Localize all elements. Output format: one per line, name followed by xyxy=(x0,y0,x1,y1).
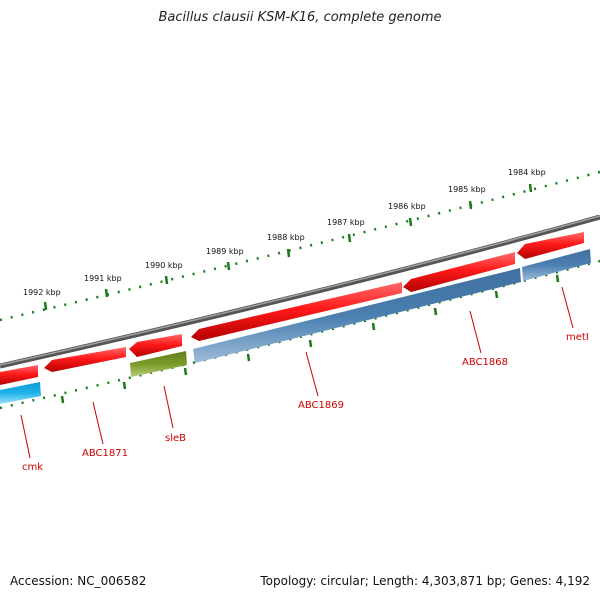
inner-tick xyxy=(494,290,499,299)
leader-line-abc1868 xyxy=(469,310,482,354)
tick-label: 1985 kbp xyxy=(448,185,486,194)
gene-arrow-abc1871[interactable] xyxy=(44,347,126,372)
tick-label: 1988 kbp xyxy=(267,233,305,242)
genome-backbone-highlight xyxy=(0,215,600,366)
gene-arrows xyxy=(0,232,584,385)
outer-tick xyxy=(43,301,48,311)
tick-label: 1992 kbp xyxy=(23,288,61,297)
cds-block-meti[interactable] xyxy=(522,249,591,281)
tick-label: 1986 kbp xyxy=(388,202,426,211)
tick-label: 1984 kbp xyxy=(508,168,546,177)
gene-arrow-abc1869[interactable] xyxy=(191,282,402,341)
gene-label-sleb: sleB xyxy=(165,433,186,444)
accession-label: Accession: NC_006582 xyxy=(10,574,147,588)
leader-line-abc1869 xyxy=(305,351,319,397)
outer-ruler-line xyxy=(0,170,600,322)
gene-arrow-cmk[interactable] xyxy=(0,365,38,385)
topology-label: Topology: circular; Length: 4,303,871 bp… xyxy=(260,574,590,588)
gene-arrow-abc1868[interactable] xyxy=(403,252,515,292)
cds-block-sleb[interactable] xyxy=(130,351,187,377)
outer-tick xyxy=(286,248,291,258)
leader-lines xyxy=(20,286,574,459)
leader-line-abc1871 xyxy=(92,401,104,445)
gene-arrow-sleb[interactable] xyxy=(129,334,182,357)
inner-tick xyxy=(308,339,313,348)
tick-label: 1989 kbp xyxy=(206,247,244,256)
inner-tick xyxy=(433,307,438,316)
leader-line-sleb xyxy=(163,385,174,429)
gene-arrow-meti[interactable] xyxy=(517,232,584,259)
inner-tick xyxy=(122,381,127,390)
outer-tick xyxy=(164,275,169,285)
tick-labels: 1992 kbp 1991 kbp 1990 kbp 1989 kbp 1988… xyxy=(23,168,546,297)
gene-label-meti: metI xyxy=(566,332,589,343)
genome-backbone xyxy=(0,214,600,369)
cds-blocks xyxy=(0,249,591,404)
tick-label: 1990 kbp xyxy=(145,261,183,270)
inner-tick xyxy=(183,367,188,376)
inner-tick xyxy=(371,322,376,331)
leader-line-cmk xyxy=(20,414,31,459)
outer-tick xyxy=(528,183,533,193)
inner-tick xyxy=(246,353,251,362)
leader-line-meti xyxy=(561,286,574,329)
gene-labels: cmk ABC1871 sleB ABC1869 ABC1868 metI xyxy=(22,332,589,473)
gene-label-abc1871: ABC1871 xyxy=(82,448,128,459)
outer-tick xyxy=(468,200,473,210)
gene-label-abc1869: ABC1869 xyxy=(298,400,344,411)
tick-label: 1991 kbp xyxy=(84,274,122,283)
map-title: Bacillus clausii KSM-K16, complete genom… xyxy=(158,10,442,25)
inner-tick xyxy=(555,274,560,283)
outer-tick xyxy=(104,288,109,298)
inner-tick xyxy=(60,395,65,404)
outer-tick xyxy=(226,261,231,271)
outer-tick xyxy=(347,233,352,243)
inner-major-ticks xyxy=(60,274,560,404)
cds-block-cmk[interactable] xyxy=(0,382,41,404)
gene-label-abc1868: ABC1868 xyxy=(462,357,508,368)
cds-block-abc1869-abc1868[interactable] xyxy=(193,268,521,363)
gene-label-cmk: cmk xyxy=(22,462,43,473)
tick-label: 1987 kbp xyxy=(327,218,365,227)
outer-major-ticks xyxy=(43,183,533,311)
outer-tick xyxy=(408,217,413,227)
